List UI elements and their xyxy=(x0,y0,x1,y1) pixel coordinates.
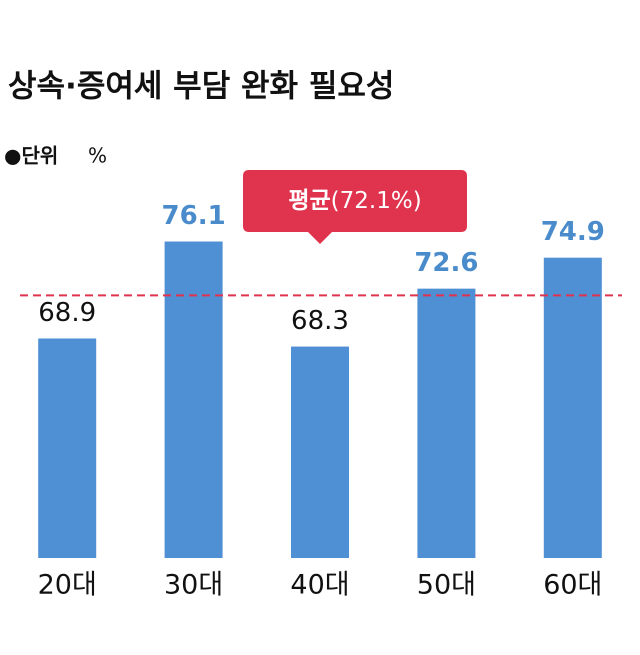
unit-label: ●단위 xyxy=(4,144,58,168)
data-label: 68.3 xyxy=(291,306,349,336)
x-tick-label: 50대 xyxy=(417,570,476,601)
unit: % xyxy=(88,144,107,168)
x-tick-label: 20대 xyxy=(38,570,97,601)
x-tick-label: 30대 xyxy=(164,570,223,601)
x-tick-label: 60대 xyxy=(543,570,602,601)
bar xyxy=(417,288,476,558)
average-label: 평균(72.1%) xyxy=(288,188,421,214)
chart-title: 상속·증여세 부담 완화 필요성 xyxy=(8,69,394,105)
data-label: 76.1 xyxy=(162,201,226,231)
bar xyxy=(291,346,349,558)
average-name: 평균 xyxy=(288,188,330,214)
average-callout xyxy=(243,170,467,244)
average-value: (72.1%) xyxy=(331,188,422,214)
bar xyxy=(543,257,602,558)
data-label: 68.9 xyxy=(38,298,96,328)
data-label: 72.6 xyxy=(414,248,478,278)
data-label: 74.9 xyxy=(541,217,605,247)
bar xyxy=(38,338,97,558)
bar xyxy=(164,241,223,558)
x-tick-label: 40대 xyxy=(290,570,349,601)
